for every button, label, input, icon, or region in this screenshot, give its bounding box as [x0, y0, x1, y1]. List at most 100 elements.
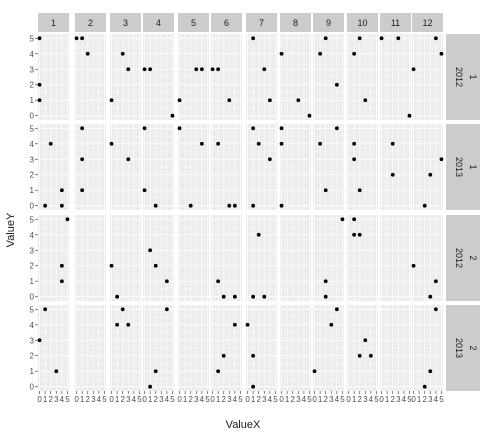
data-point — [312, 369, 317, 374]
data-point — [352, 157, 357, 162]
facet-panel — [280, 215, 311, 301]
facet-panel — [143, 305, 174, 391]
column-strip-label: 1 — [51, 18, 56, 28]
facet-panel — [143, 215, 174, 301]
data-point — [379, 36, 384, 41]
facet-panel — [246, 215, 277, 301]
facet-panel — [177, 34, 209, 120]
data-point — [37, 36, 42, 41]
data-point — [251, 203, 256, 208]
data-point — [65, 217, 70, 222]
x-tick-label: 0 — [142, 395, 147, 404]
data-point — [80, 188, 85, 193]
y-tick-label: 2 — [30, 262, 35, 271]
data-point — [329, 322, 334, 327]
y-tick-label: 1 — [30, 96, 35, 105]
facet-panel — [178, 215, 209, 301]
facet-panel — [74, 34, 106, 120]
facet-panel — [412, 305, 443, 391]
data-point — [334, 126, 339, 131]
data-point — [59, 188, 64, 193]
x-tick-label: 5 — [374, 395, 379, 404]
column-strip: 4 — [143, 13, 174, 32]
x-tick-label: 0 — [109, 395, 114, 404]
column-strip: 9 — [313, 13, 344, 32]
x-tick-label: 1 — [417, 395, 422, 404]
data-point — [80, 126, 85, 131]
x-tick-label: 3 — [363, 395, 368, 404]
x-tick-label: 2 — [48, 395, 53, 404]
column-strip-label: 3 — [123, 18, 128, 28]
data-point — [357, 36, 362, 41]
data-point — [120, 307, 125, 312]
data-point — [357, 232, 362, 237]
x-tick-label: 2 — [357, 395, 362, 404]
x-tick-label: 2 — [85, 395, 90, 404]
data-point — [216, 369, 221, 374]
column-strip-label: 6 — [224, 18, 229, 28]
x-tick-label: 5 — [238, 395, 243, 404]
x-tick-label: 1 — [216, 395, 221, 404]
data-point — [199, 67, 204, 72]
data-point — [74, 36, 79, 41]
data-point — [439, 157, 444, 162]
data-point — [227, 203, 232, 208]
y-tick-label: 4 — [30, 321, 35, 330]
data-point — [267, 157, 272, 162]
data-point — [422, 384, 427, 389]
data-point — [396, 36, 401, 41]
facet-panel — [75, 305, 106, 391]
x-tick-label: 3 — [194, 395, 199, 404]
x-tick-label: 0 — [279, 395, 284, 404]
data-point — [411, 263, 416, 268]
facet-panel — [211, 215, 242, 301]
data-point — [318, 51, 323, 56]
facet-panel — [347, 305, 378, 391]
y-axis: 0 1 2 3 4 5 0 1 2 3 4 5 0 1 2 3 4 5 0 1 2 3 4 5 — [30, 34, 38, 392]
x-tick-label: 3 — [54, 395, 59, 404]
data-point — [439, 51, 444, 56]
data-point — [411, 67, 416, 72]
data-point — [352, 141, 357, 146]
column-strip-bg — [246, 13, 277, 32]
x-axis-title: ValueX — [226, 419, 261, 431]
facet-panel — [178, 305, 209, 391]
data-point — [357, 188, 362, 193]
data-point — [323, 294, 328, 299]
facet-panel — [38, 215, 70, 301]
data-point — [126, 67, 131, 72]
column-strip-bg — [110, 13, 141, 32]
x-tick-label: 1 — [148, 395, 153, 404]
column-strip: 5 — [178, 13, 209, 32]
x-tick-label: 1 — [80, 395, 85, 404]
data-point — [153, 369, 158, 374]
column-strip-label: 2 — [88, 18, 93, 28]
facet-panel — [313, 215, 345, 301]
data-point — [210, 67, 215, 72]
data-point — [390, 172, 395, 177]
column-strip: 11 — [380, 13, 411, 32]
facet-panel — [211, 124, 242, 210]
column-strip-bg — [412, 13, 443, 32]
x-tick-label: 4 — [200, 395, 205, 404]
column-strip-label: 5 — [191, 18, 196, 28]
data-point — [363, 98, 368, 103]
facet-panel — [279, 34, 312, 120]
column-strip: 6 — [211, 13, 242, 32]
data-point — [37, 82, 42, 87]
column-strip: 12 — [412, 13, 443, 32]
y-tick-label: 5 — [30, 305, 35, 314]
data-point — [170, 113, 175, 118]
x-tick-label: 2 — [290, 395, 295, 404]
x-tick-label: 3 — [227, 395, 232, 404]
column-strip-label: 11 — [391, 18, 400, 28]
data-point — [433, 307, 438, 312]
x-tick-label: 2 — [422, 395, 427, 404]
data-point — [142, 126, 147, 131]
x-tick-label: 4 — [369, 395, 374, 404]
y-tick-label: 5 — [30, 34, 35, 43]
facet-panel — [380, 305, 411, 391]
data-point — [48, 141, 53, 146]
facet-panel — [37, 305, 69, 391]
